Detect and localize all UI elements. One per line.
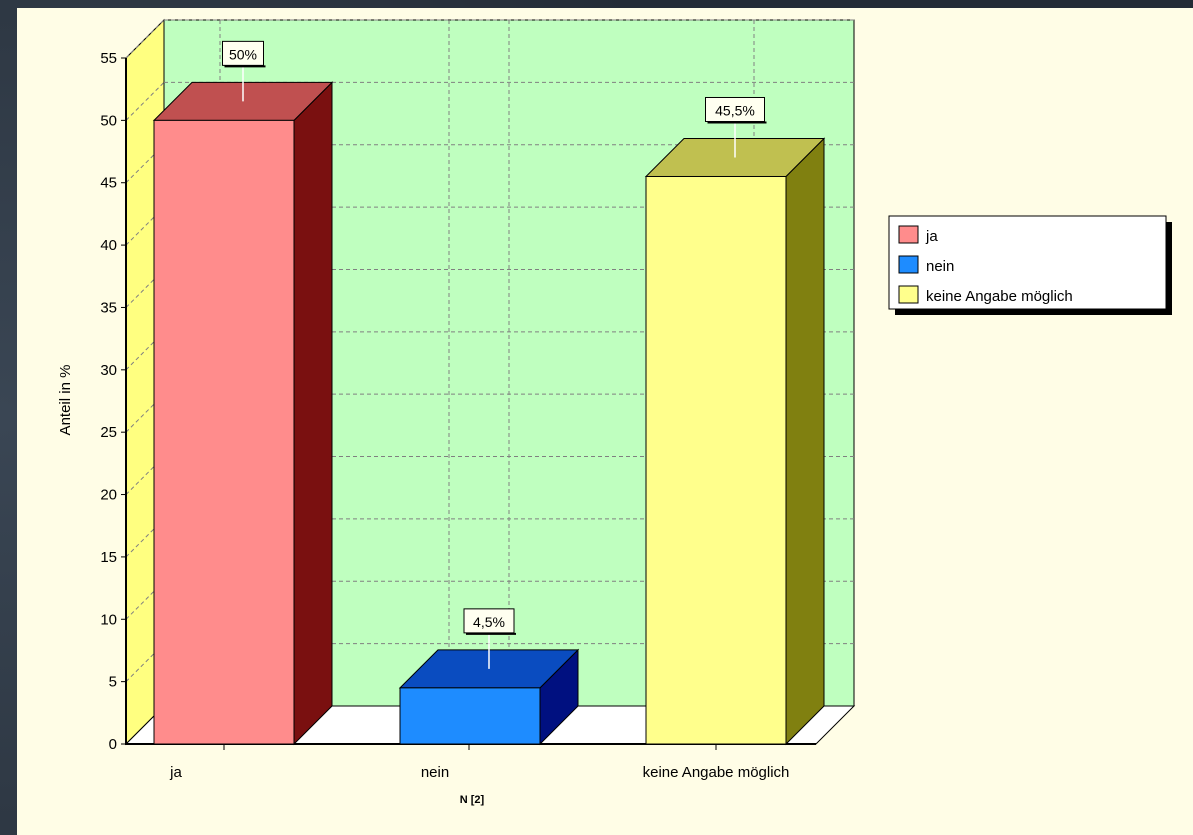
value-label-box [463, 608, 515, 634]
y-tick-label: 45 [100, 175, 117, 192]
bar-front [153, 119, 295, 745]
y-tick-label: 0 [109, 736, 117, 753]
y-tick-label: 30 [100, 362, 117, 379]
legend-label: nein [926, 258, 954, 275]
bar-front [645, 175, 787, 745]
value-label: 45,5% [715, 102, 755, 118]
bar-side [293, 81, 333, 746]
value-label: 50% [229, 46, 257, 62]
grid-line-side [125, 19, 165, 59]
x-category-label: ja [169, 764, 182, 781]
y-tick-label: 55 [100, 50, 117, 67]
bar-2: 45,5% [644, 96, 826, 746]
legend-box [888, 215, 1167, 310]
y-tick-label: 50 [100, 112, 117, 129]
bar-0: 50% [152, 40, 334, 746]
y-tick-label: 15 [100, 549, 117, 566]
legend-swatch [898, 285, 919, 304]
y-tick-label: 20 [100, 487, 117, 504]
legend: ja nein keine Angabe möglich [888, 215, 1172, 315]
y-axis-title: Anteil in % [57, 365, 74, 436]
y-tick-label: 25 [100, 424, 117, 441]
x-category-label: nein [421, 764, 449, 781]
y-tick-label: 5 [109, 674, 117, 691]
value-label-box [222, 40, 264, 66]
x-category-label: keine Angabe möglich [643, 764, 790, 781]
legend-swatch [898, 255, 919, 274]
legend-swatch [898, 225, 919, 244]
x-footnote: N [2] [460, 794, 485, 806]
bar-front [399, 687, 541, 745]
bar-side [785, 137, 825, 746]
grid-line-side [125, 82, 165, 121]
value-label: 4,5% [473, 614, 505, 630]
y-tick-label: 35 [100, 299, 117, 316]
y-tick-label: 10 [100, 611, 117, 628]
y-tick-label: 40 [100, 237, 117, 254]
legend-label: keine Angabe möglich [926, 288, 1073, 305]
bar-1: 4,5% [398, 608, 580, 746]
legend-label: ja [925, 228, 938, 245]
